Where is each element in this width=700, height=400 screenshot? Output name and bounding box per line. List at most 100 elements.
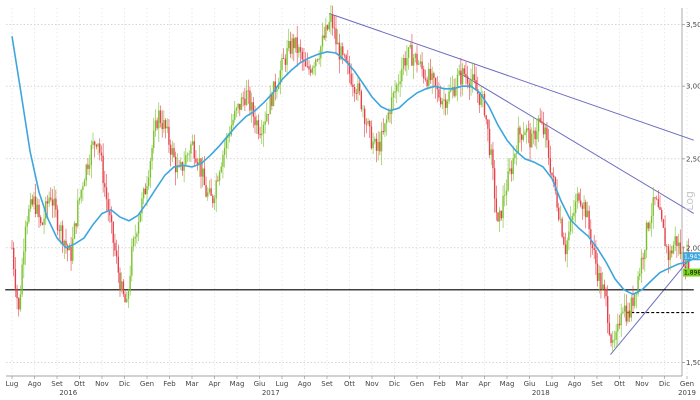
price-candle-body — [210, 188, 212, 196]
price-candle-body — [433, 73, 435, 79]
price-candle-body — [411, 44, 413, 66]
x-tick-label: Lug — [276, 380, 289, 388]
price-candle-body — [463, 68, 465, 74]
price-candle-body — [473, 74, 476, 81]
price-candle-body — [186, 154, 189, 156]
price-candle-body — [225, 137, 228, 148]
value-tag — [683, 252, 700, 261]
price-candle-body — [321, 35, 324, 47]
price-candle-body — [282, 57, 285, 59]
price-candle-body — [514, 153, 516, 159]
price-candle-body — [512, 158, 514, 175]
price-candle-body — [480, 94, 482, 105]
price-candle-body — [328, 22, 330, 30]
price-candle-body — [676, 236, 678, 247]
price-candle-body — [554, 177, 557, 191]
price-candle-body — [593, 248, 595, 251]
price-candle-body — [61, 225, 64, 245]
price-candle-body — [198, 158, 201, 165]
price-candle-body — [220, 166, 222, 173]
price-candle-body — [306, 66, 309, 67]
price-candle-body — [146, 185, 148, 195]
price-candle-body — [331, 14, 334, 28]
price-candle-body — [131, 246, 133, 276]
price-candle-body — [444, 99, 447, 108]
x-tick-label: Ago — [28, 380, 42, 388]
price-candle-body — [399, 81, 401, 84]
x-tick-label: Ott — [614, 380, 625, 388]
price-candle-body — [669, 250, 671, 261]
price-candle-body — [623, 305, 626, 312]
x-tick-label: Mar — [185, 380, 198, 388]
price-candle-body — [284, 58, 287, 65]
price-candle-body — [539, 118, 541, 122]
x-tick-label: Lug — [6, 380, 19, 388]
price-candle-body — [517, 127, 519, 154]
x-tick-label: Dic — [119, 380, 130, 388]
price-candle-body — [428, 68, 430, 86]
price-candle-body — [139, 213, 141, 222]
price-candle-body — [338, 42, 341, 60]
price-candle-body — [534, 130, 536, 140]
price-candle-body — [343, 54, 346, 56]
price-candle-body — [627, 310, 629, 322]
price-candle-body — [112, 222, 114, 243]
price-candle-body — [141, 198, 143, 214]
price-candle-body — [335, 28, 337, 45]
price-candle-body — [622, 311, 624, 314]
price-candle-body — [279, 70, 282, 85]
price-candle-body — [390, 97, 393, 114]
price-candle-body — [277, 84, 280, 90]
price-candle-body — [166, 126, 168, 129]
price-candle-body — [107, 199, 109, 212]
price-candle-body — [18, 298, 20, 310]
price-candle-body — [613, 339, 616, 341]
price-candle-body — [603, 284, 606, 290]
price-candle-body — [375, 138, 378, 151]
price-candle-body — [73, 223, 76, 239]
x-tick-label: Nov — [365, 380, 379, 388]
price-candle-body — [99, 143, 101, 153]
price-candle-body — [176, 166, 179, 173]
price-candle-body — [642, 257, 644, 260]
price-candle-body — [294, 37, 297, 49]
price-candle-body — [92, 141, 94, 145]
y-tick-label: 3,50 — [686, 21, 700, 29]
price-candle-body — [330, 14, 332, 23]
x-tick-label: Set — [321, 380, 333, 388]
price-candle-body — [347, 60, 349, 64]
price-candle-body — [684, 266, 687, 269]
price-candle-body — [51, 199, 54, 206]
price-candle-body — [93, 141, 96, 145]
price-candle-body — [183, 164, 185, 171]
price-candle-body — [387, 112, 390, 120]
price-candle-body — [348, 63, 351, 74]
price-candle-body — [644, 250, 646, 260]
price-candle-body — [48, 197, 50, 204]
x-tick-label: Nov — [95, 380, 109, 388]
price-candle-body — [274, 81, 276, 92]
price-candle-body — [601, 284, 604, 290]
price-candle-body — [645, 222, 648, 251]
price-candle-body — [583, 202, 585, 209]
price-candle-body — [298, 47, 300, 53]
price-candle-body — [33, 196, 35, 205]
price-candle-body — [591, 244, 594, 249]
x-tick-label: Dic — [659, 380, 670, 388]
price-candle-body — [254, 116, 256, 126]
price-candle-body — [75, 223, 77, 227]
price-candle-body — [404, 58, 406, 66]
price-candle-body — [212, 195, 214, 204]
price-candle-body — [563, 236, 565, 245]
price-candle-body — [342, 46, 344, 55]
price-candle-body — [83, 180, 86, 187]
price-candle-body — [419, 61, 422, 64]
price-candle-body — [203, 168, 206, 186]
price-candle-body — [242, 97, 244, 99]
x-tick-label: Feb — [433, 380, 446, 388]
price-candle-body — [475, 80, 477, 90]
price-candle-body — [304, 60, 307, 67]
price-candle-body — [637, 276, 639, 294]
price-candle-body — [255, 120, 258, 126]
x-tick-label: Giu — [524, 380, 536, 388]
